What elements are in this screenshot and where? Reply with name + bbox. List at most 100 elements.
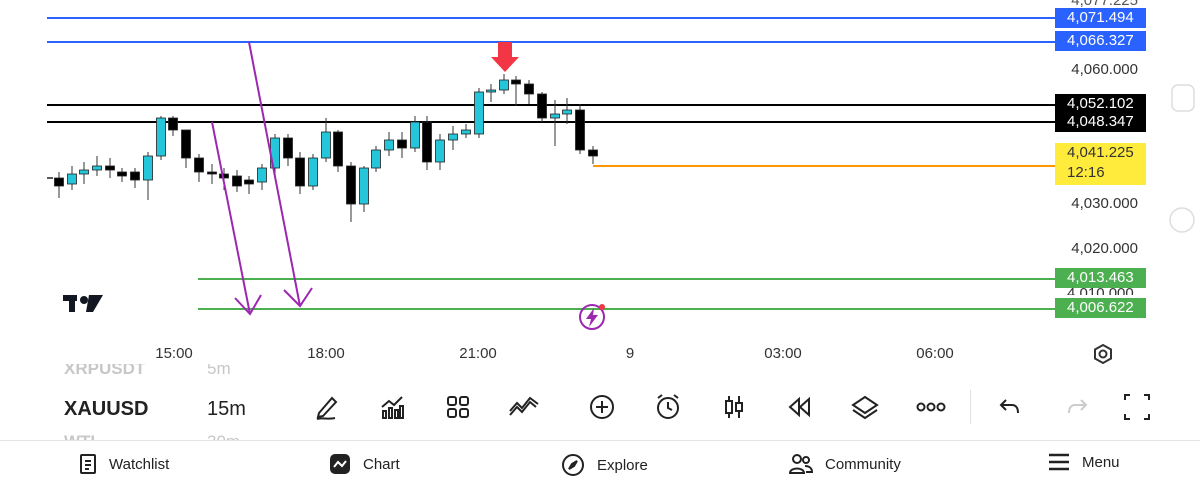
candle-body (333, 131, 343, 167)
side-circle-icon[interactable] (1169, 207, 1195, 233)
candle-body (524, 83, 534, 95)
nav-watchlist[interactable]: Watchlist (79, 453, 169, 475)
prev-interval: 5m (207, 364, 231, 378)
candle-body (105, 165, 115, 171)
candle-body (92, 165, 102, 171)
candle-body (54, 177, 64, 187)
add-icon[interactable] (585, 390, 619, 424)
compass-icon (562, 454, 584, 476)
nav-menu-label: Menu (1082, 453, 1120, 471)
price-tick-hidden: 4,010.000 (1067, 287, 1147, 295)
candle-body (461, 129, 471, 135)
toolbar-divider (970, 390, 971, 424)
prev-symbol: XRPUSDT (64, 364, 146, 378)
nav-explore-label: Explore (597, 456, 648, 474)
candle-body (168, 117, 178, 131)
red-down-arrow-marker[interactable] (491, 42, 519, 72)
bottom-navigation: Watchlist Chart Explore Community Menu (0, 440, 1200, 490)
candle-body (117, 171, 127, 177)
candle-body (308, 157, 318, 187)
price-label-black-1[interactable]: 4,052.102 (1055, 94, 1146, 114)
tradingview-logo-icon (63, 295, 103, 312)
candle-body (371, 149, 381, 169)
candle-body (588, 149, 598, 157)
nav-chart-label: Chart (363, 455, 400, 473)
patterns-icon[interactable] (507, 390, 541, 424)
alert-icon[interactable] (651, 390, 685, 424)
candle-body (219, 173, 229, 179)
bar-countdown: 12:16 (1067, 164, 1105, 181)
candle-body (79, 169, 89, 175)
pen-icon[interactable] (310, 390, 344, 424)
indicators-icon[interactable] (375, 390, 409, 424)
time-tick: 03:00 (764, 345, 802, 362)
redo-icon[interactable] (1060, 390, 1094, 424)
undo-icon[interactable] (993, 390, 1027, 424)
price-tick: 4,020.000 (1071, 240, 1138, 257)
current-price-value: 4,041.225 (1067, 144, 1134, 161)
interval-button[interactable]: 15m (207, 398, 246, 420)
time-tick: 21:00 (459, 345, 497, 362)
candle-body (346, 165, 356, 205)
price-label-black-2[interactable]: 4,048.347 (1055, 112, 1146, 132)
candle-body (435, 139, 445, 163)
replay-icon[interactable] (782, 390, 816, 424)
price-tick: 4,030.000 (1071, 195, 1138, 212)
price-tick-partial: 4,077.225 (1071, 0, 1138, 9)
candle-body (283, 137, 293, 159)
community-icon (789, 454, 813, 474)
candle-body (359, 167, 369, 205)
candle-body (232, 175, 242, 187)
candle-body (321, 131, 331, 159)
symbol-picker-next[interactable]: WTI 30m (64, 432, 294, 440)
candle-body (181, 129, 191, 159)
price-label-green-1[interactable]: 4,013.463 (1055, 268, 1146, 288)
nav-menu[interactable]: Menu (1048, 453, 1120, 471)
candle-body (486, 89, 496, 93)
candle-body (207, 171, 217, 175)
side-handle-icon[interactable] (1171, 84, 1195, 112)
candle-body (397, 139, 407, 149)
candle-body (410, 121, 420, 149)
candle-body (156, 117, 166, 157)
templates-icon[interactable] (441, 390, 475, 424)
nav-explore[interactable]: Explore (561, 453, 648, 477)
time-tick: 06:00 (916, 345, 954, 362)
layers-icon[interactable] (848, 390, 882, 424)
candle-body (499, 79, 509, 91)
more-icon[interactable] (914, 390, 948, 424)
watchlist-icon (80, 454, 96, 474)
candle-body (257, 167, 267, 183)
candle-body (550, 113, 560, 119)
symbol-name[interactable]: XAUUSD (64, 398, 149, 420)
candle-body (384, 139, 394, 151)
nav-watchlist-label: Watchlist (109, 455, 170, 473)
time-tick: 18:00 (307, 345, 345, 362)
time-tick: 9 (625, 345, 635, 362)
trend-arrow-2[interactable] (248, 41, 313, 308)
trend-arrow-1[interactable] (211, 121, 262, 316)
candle-body (130, 171, 140, 181)
chart-settings-icon[interactable] (1094, 343, 1112, 365)
candle-body (143, 155, 153, 181)
chart-icon (330, 454, 350, 474)
candle-body (537, 93, 547, 119)
price-label-blue-1[interactable]: 4,071.494 (1055, 8, 1146, 28)
next-interval: 30m (207, 432, 240, 440)
chart-canvas[interactable] (0, 0, 1200, 372)
lightning-icon[interactable] (579, 304, 605, 330)
fullscreen-icon[interactable] (1120, 390, 1154, 424)
symbol-picker-prev[interactable]: XRPUSDT 5m (64, 364, 294, 380)
nav-chart[interactable]: Chart (329, 453, 400, 475)
price-label-blue-2[interactable]: 4,066.327 (1055, 31, 1146, 51)
time-tick: 15:00 (155, 345, 193, 362)
price-tick: 4,060.000 (1071, 61, 1138, 78)
current-price-label[interactable]: 4,041.225 12:16 (1055, 143, 1146, 185)
candle-body (244, 179, 254, 185)
candles-icon[interactable] (717, 390, 751, 424)
candle-body (511, 79, 521, 85)
price-label-green-2[interactable]: 4,006.622 (1055, 298, 1146, 318)
nav-community[interactable]: Community (789, 453, 901, 475)
bottom-toolbar: XRPUSDT 5m XAUUSD 15m WTI 30m (0, 364, 1200, 440)
candle-body (422, 121, 432, 163)
